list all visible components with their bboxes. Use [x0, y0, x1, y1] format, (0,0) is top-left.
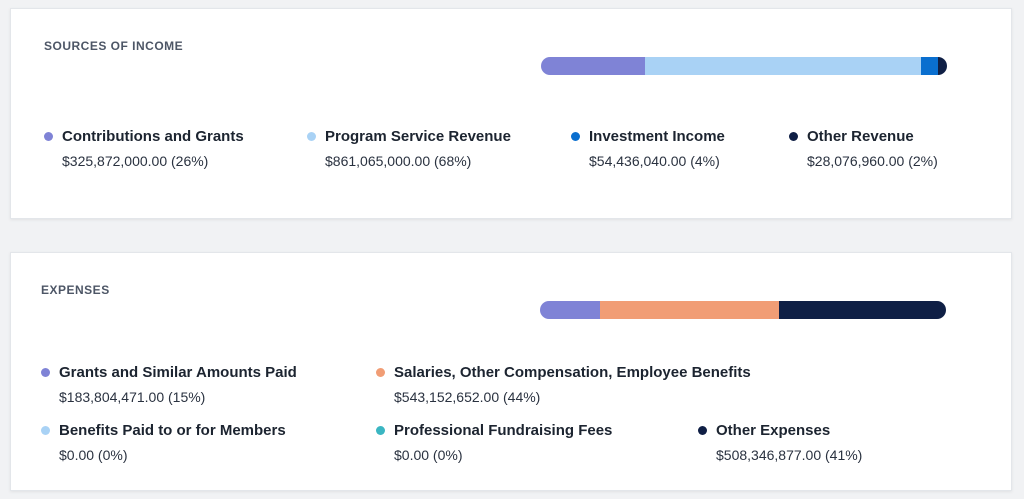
income-bar-segment-contributions[interactable]	[541, 57, 646, 75]
legend-dot-icon	[376, 368, 385, 377]
income-legend-program-service: Program Service Revenue $861,065,000.00 …	[307, 128, 511, 169]
legend-label: Benefits Paid to or for Members	[59, 422, 286, 439]
expense-legend-fundraising: Professional Fundraising Fees $0.00 (0%)	[376, 422, 612, 463]
legend-value: $508,346,877.00 (41%)	[716, 447, 863, 463]
expense-legend-grants: Grants and Similar Amounts Paid $183,804…	[41, 364, 297, 405]
income-bar-segment-program-service[interactable]	[645, 57, 921, 75]
income-stacked-bar	[541, 57, 947, 75]
legend-dot-icon	[571, 132, 580, 141]
expense-legend-other-expenses: Other Expenses $508,346,877.00 (41%)	[698, 422, 862, 463]
legend-label: Contributions and Grants	[62, 128, 244, 145]
income-bar-segment-other-revenue[interactable]	[938, 57, 947, 75]
legend-dot-icon	[307, 132, 316, 141]
income-legend-other-revenue: Other Revenue $28,076,960.00 (2%)	[789, 128, 938, 169]
legend-label: Professional Fundraising Fees	[394, 422, 613, 439]
expense-bar-segment-other-expenses[interactable]	[778, 301, 946, 319]
legend-label: Other Expenses	[716, 422, 831, 439]
legend-value: $325,872,000.00 (26%)	[62, 153, 209, 169]
income-title: SOURCES OF INCOME	[44, 39, 184, 53]
income-legend-investment: Investment Income $54,436,040.00 (4%)	[571, 128, 725, 169]
legend-value: $0.00 (0%)	[394, 447, 463, 463]
income-bar-segment-investment[interactable]	[920, 57, 938, 75]
expense-card: EXPENSES Grants and Similar Amounts Paid…	[10, 252, 1012, 491]
legend-value: $28,076,960.00 (2%)	[807, 153, 938, 169]
legend-label: Grants and Similar Amounts Paid	[59, 364, 297, 381]
expense-bar-segment-salaries[interactable]	[600, 301, 779, 319]
legend-value: $0.00 (0%)	[59, 447, 128, 463]
legend-value: $861,065,000.00 (68%)	[325, 153, 472, 169]
legend-label: Other Revenue	[807, 128, 914, 145]
expense-stacked-bar	[540, 301, 946, 319]
expense-legend-salaries: Salaries, Other Compensation, Employee B…	[376, 364, 751, 405]
legend-value: $54,436,040.00 (4%)	[589, 153, 720, 169]
legend-dot-icon	[698, 426, 707, 435]
legend-dot-icon	[44, 132, 53, 141]
legend-label: Program Service Revenue	[325, 128, 511, 145]
legend-value: $543,152,652.00 (44%)	[394, 389, 541, 405]
legend-label: Investment Income	[589, 128, 725, 145]
legend-dot-icon	[376, 426, 385, 435]
legend-value: $183,804,471.00 (15%)	[59, 389, 206, 405]
expense-title: EXPENSES	[41, 283, 110, 297]
legend-dot-icon	[41, 426, 50, 435]
expense-bar-segment-grants[interactable]	[540, 301, 601, 319]
income-card: SOURCES OF INCOME Contributions and Gran…	[10, 8, 1012, 219]
legend-dot-icon	[789, 132, 798, 141]
expense-legend-member-benefits: Benefits Paid to or for Members $0.00 (0…	[41, 422, 286, 463]
income-legend-contributions: Contributions and Grants $325,872,000.00…	[44, 128, 244, 169]
legend-dot-icon	[41, 368, 50, 377]
legend-label: Salaries, Other Compensation, Employee B…	[394, 364, 751, 381]
